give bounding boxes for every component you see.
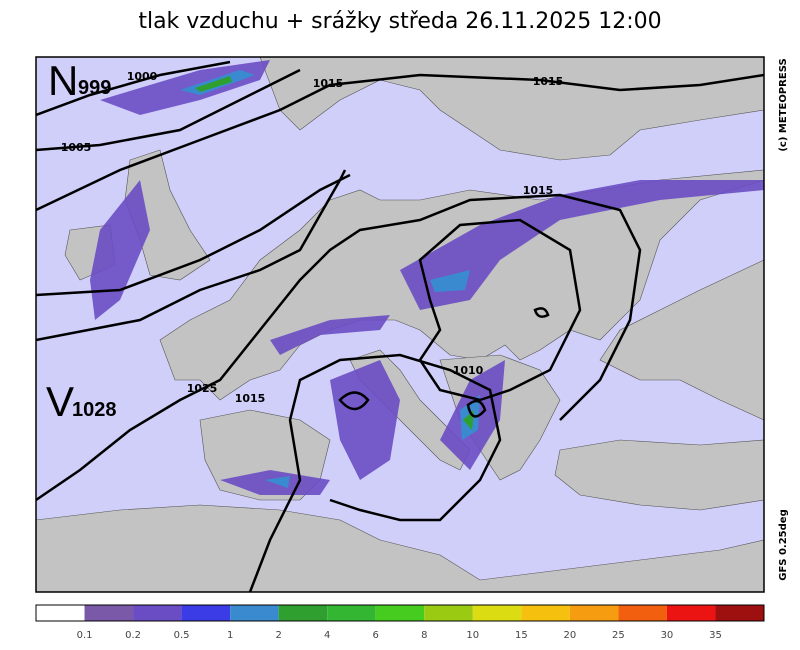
legend-label: 4: [324, 630, 330, 641]
legend-swatch: [278, 605, 328, 621]
pressure-center-value: 1028: [72, 399, 117, 421]
isobar-label: 1010: [453, 364, 484, 377]
legend-label: 6: [373, 630, 379, 641]
legend-swatch: [375, 605, 425, 621]
isobar-label: 1015: [533, 75, 564, 88]
legend-frame: [35, 604, 765, 622]
isobar-label: 1025: [187, 382, 218, 395]
title: tlak vzduchu + srážky středa 26.11.2025 …: [138, 9, 661, 34]
model: GFS 0.25deg: [778, 509, 789, 581]
isobar: [36, 193, 642, 502]
legend-label: 1: [227, 630, 233, 641]
turkey: [554, 439, 764, 511]
isobar: [248, 353, 502, 592]
legend-swatch: [424, 605, 473, 621]
isobar: [36, 73, 764, 212]
pressure-center-value: 999: [78, 77, 111, 99]
east: [599, 259, 764, 421]
legend-swatch: [472, 605, 522, 621]
precipitation: [90, 60, 764, 495]
isobar-label: 1015: [523, 184, 554, 197]
legend-swatch: [666, 605, 716, 621]
legend-label: 0.1: [77, 630, 93, 641]
legend-label: 10: [466, 630, 479, 641]
isobar: [36, 60, 231, 117]
legend-swatch: [521, 605, 570, 621]
map-frame: [35, 56, 765, 593]
isobar: [36, 68, 301, 152]
legend-swatch: [181, 605, 231, 621]
legend-swatch: [569, 605, 619, 621]
legend-label: 0.2: [125, 630, 141, 641]
map: 1000 1015 1015 1005 1015 1010 1025 1015 …: [35, 56, 789, 593]
isobar: [338, 307, 550, 418]
pressure-center-letter: N: [48, 57, 78, 104]
isobar-label: 1005: [61, 141, 92, 154]
isobar-label: 1015: [313, 77, 344, 90]
legend-label: 2: [275, 630, 281, 641]
legend-label: 30: [661, 630, 674, 641]
legend-label: 15: [515, 630, 528, 641]
isobar-label: 1015: [235, 392, 266, 405]
isobar-label: 1000: [127, 70, 158, 83]
legend-swatch: [133, 605, 182, 621]
legend-label: 0.5: [174, 630, 190, 641]
isobar: [36, 169, 347, 342]
legend-label: 35: [709, 630, 722, 641]
legend: 0.1 0.2 0.5 1 2 4 6 8 10 15 20 25 30 35: [35, 604, 765, 641]
legend-swatch: [618, 605, 667, 621]
legend-swatch: [327, 605, 376, 621]
scandinavia: [259, 57, 764, 161]
legend-swatch: [230, 605, 279, 621]
pressure-center-letter: V: [46, 378, 74, 425]
isobar: [36, 173, 351, 297]
credit: (c) METEOPRESS: [778, 58, 789, 151]
legend-swatch: [36, 605, 85, 621]
legend-label: 8: [421, 630, 427, 641]
legend-swatch: [715, 605, 764, 621]
legend-swatch: [84, 605, 134, 621]
legend-label: 25: [612, 630, 625, 641]
legend-label: 20: [563, 630, 576, 641]
africa: [36, 504, 764, 592]
